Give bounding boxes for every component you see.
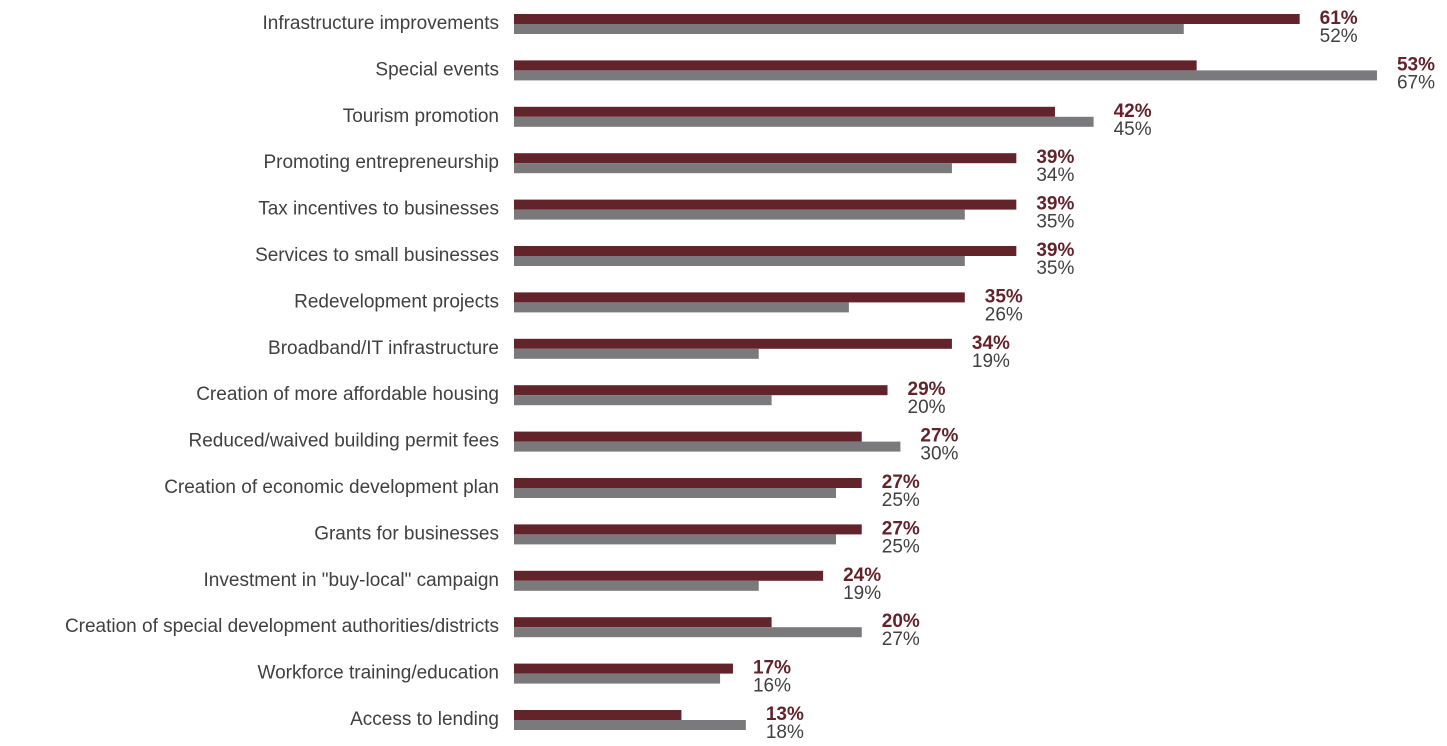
value-label-primary: 39% [1036,147,1074,168]
value-label-secondary: 34% [1036,165,1074,186]
category-label: Tourism promotion [343,106,499,127]
bar-primary [514,199,1017,210]
bar-secondary [514,488,836,498]
bar-primary [514,385,888,396]
value-label-secondary: 52% [1320,26,1358,47]
category-label: Grants for businesses [314,523,499,544]
bar-primary [514,106,1055,117]
value-labels: 61%52%53%67%42%45%39%34%39%35%39%35%35%2… [753,8,1435,743]
value-label-primary: 53% [1397,54,1435,75]
bar-secondary [514,534,836,545]
bar-primary [514,292,965,303]
bar-primary [514,524,862,535]
value-label-primary: 27% [882,472,920,493]
category-label: Tax incentives to businesses [258,199,499,220]
category-label: Access to lending [350,709,499,730]
category-labels: Infrastructure improvements Special event… [65,13,499,730]
category-label: Special events [375,59,499,80]
category-label: Reduced/waived building permit fees [188,431,499,452]
value-label-secondary: 67% [1397,72,1435,93]
bar-primary [514,570,824,581]
bar-secondary [514,720,746,730]
bar-primary [514,478,862,488]
value-label-primary: 13% [766,704,804,725]
value-label-secondary: 20% [908,397,946,418]
value-label-primary: 39% [1036,194,1074,215]
bars [514,14,1377,730]
bar-secondary [514,441,901,452]
bar-secondary [514,302,849,313]
value-label-primary: 42% [1114,101,1152,122]
value-label-primary: 29% [908,379,946,400]
value-label-secondary: 16% [753,676,791,697]
value-label-secondary: 19% [843,583,881,604]
bar-primary [514,431,862,442]
bar-secondary [514,209,965,220]
value-label-secondary: 19% [972,351,1010,372]
bar-secondary [514,627,862,638]
bar-secondary [514,395,772,406]
value-label-primary: 24% [843,565,881,586]
value-label-secondary: 18% [766,722,804,743]
value-label-primary: 17% [753,658,791,679]
category-label: Workforce training/education [258,663,500,684]
value-label-secondary: 26% [985,304,1023,325]
value-label-primary: 35% [985,286,1023,307]
bar-primary [514,617,772,628]
value-label-primary: 61% [1320,8,1358,29]
bar-primary [514,710,682,720]
value-label-primary: 27% [882,518,920,539]
bar-primary [514,663,733,674]
category-label: Investment in "buy-local" campaign [204,570,499,591]
category-label: Infrastructure improvements [262,13,499,34]
bar-primary [514,14,1300,24]
category-label: Promoting entrepreneurship [263,152,499,173]
bar-secondary [514,348,759,359]
bar-primary [514,153,1017,164]
value-label-secondary: 35% [1036,258,1074,279]
value-label-primary: 20% [882,611,920,632]
value-label-primary: 34% [972,333,1010,354]
bar-secondary [514,70,1377,81]
bar-secondary [514,116,1094,127]
category-label: Creation of special development authorit… [65,616,499,637]
bar-secondary [514,256,965,266]
category-label: Services to small businesses [255,245,499,266]
bar-secondary [514,580,759,591]
value-label-secondary: 27% [882,629,920,650]
value-label-secondary: 45% [1114,119,1152,140]
value-label-secondary: 30% [920,444,958,465]
category-label: Redevelopment projects [294,291,499,312]
bar-secondary [514,673,721,684]
value-label-primary: 39% [1036,240,1074,261]
bar-secondary [514,24,1184,34]
value-label-secondary: 35% [1036,212,1074,233]
category-label: Broadband/IT infrastructure [268,338,499,359]
value-label-secondary: 25% [882,490,920,511]
bar-primary [514,246,1017,256]
value-label-primary: 27% [920,426,958,447]
category-label: Creation of economic development plan [164,477,499,498]
bar-secondary [514,163,952,174]
bar-primary [514,338,952,349]
category-label: Creation of more affordable housing [196,384,499,405]
value-label-secondary: 25% [882,536,920,557]
bar-primary [514,60,1197,71]
